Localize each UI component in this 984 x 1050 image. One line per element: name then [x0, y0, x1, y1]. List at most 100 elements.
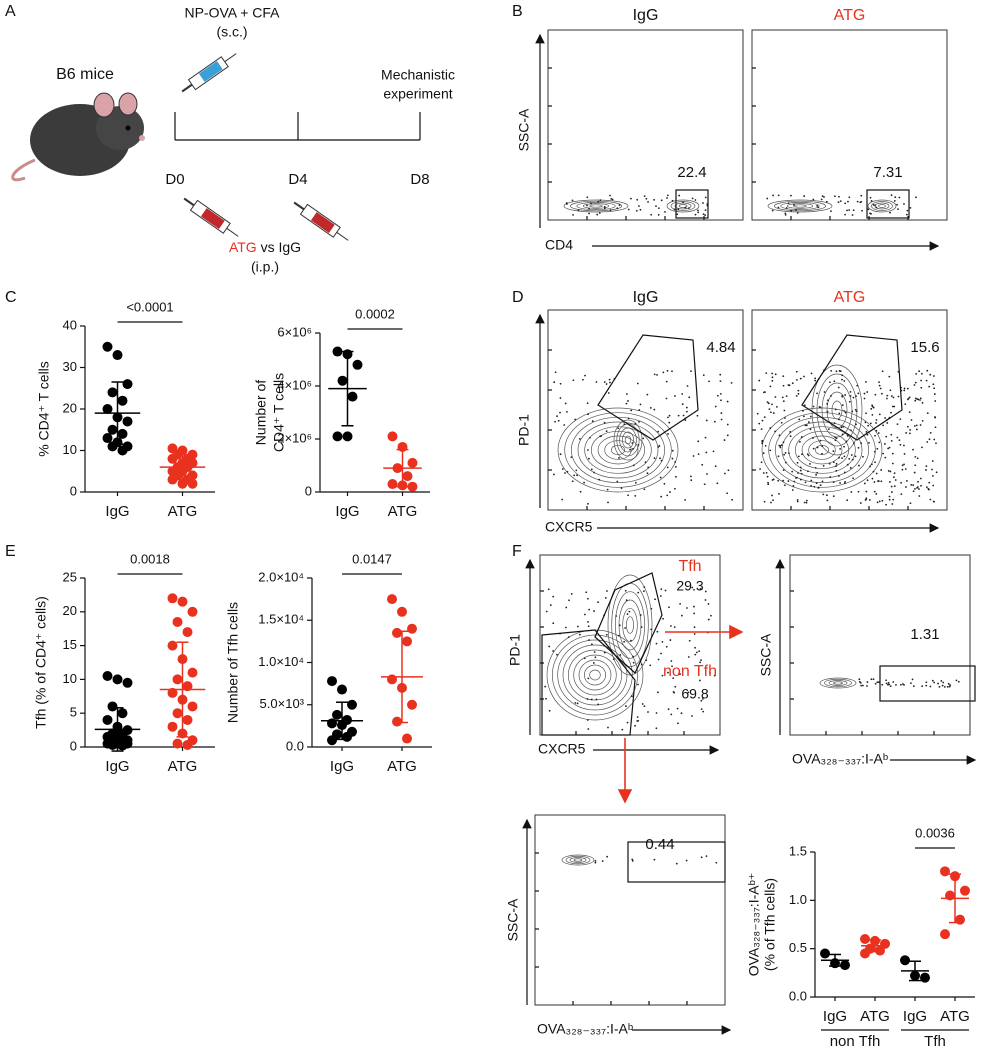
event	[819, 484, 822, 487]
event	[891, 462, 894, 465]
event	[897, 395, 900, 398]
endpoint: Mechanistic	[381, 67, 455, 83]
event	[933, 438, 936, 441]
event	[782, 375, 785, 378]
event	[763, 416, 766, 418]
data-point	[407, 623, 417, 634]
event	[665, 645, 668, 648]
event	[870, 212, 872, 215]
event	[935, 471, 938, 474]
y-tick-label: 0.0	[286, 738, 304, 753]
event	[627, 494, 630, 497]
event	[932, 484, 935, 487]
event	[850, 491, 853, 493]
event	[897, 208, 899, 211]
event	[665, 380, 668, 383]
contour	[794, 430, 850, 470]
event	[874, 204, 876, 207]
event	[720, 399, 722, 402]
event	[909, 502, 912, 505]
contour	[582, 203, 610, 209]
event	[850, 454, 853, 456]
event	[638, 205, 640, 207]
event	[670, 660, 673, 662]
event	[771, 494, 773, 497]
panel-label: C	[5, 289, 17, 306]
data-point	[920, 972, 930, 983]
contour	[597, 435, 639, 465]
event	[796, 500, 799, 503]
event	[694, 646, 696, 649]
event	[769, 385, 772, 388]
event	[771, 376, 774, 379]
plot-frame	[789, 554, 971, 736]
event	[631, 442, 634, 444]
event	[790, 194, 792, 197]
event	[893, 476, 895, 479]
event	[726, 423, 729, 426]
event	[594, 860, 597, 862]
contour	[564, 412, 672, 488]
event	[626, 721, 629, 724]
event	[656, 373, 658, 376]
event	[707, 618, 710, 621]
data-point	[107, 441, 118, 452]
event	[841, 433, 844, 436]
event	[681, 393, 684, 395]
event	[888, 498, 891, 501]
event	[850, 429, 852, 432]
contour	[604, 440, 632, 460]
event	[887, 470, 890, 472]
event	[829, 476, 832, 478]
event	[906, 209, 909, 212]
event	[860, 442, 863, 445]
event	[901, 464, 904, 467]
data-point	[102, 433, 113, 444]
event	[910, 483, 913, 486]
event	[662, 617, 664, 620]
event	[618, 204, 621, 207]
contour	[583, 664, 607, 686]
contour	[613, 419, 643, 461]
event	[869, 465, 872, 468]
event	[590, 202, 592, 205]
event	[557, 419, 560, 422]
gate	[675, 189, 709, 219]
event	[888, 683, 891, 686]
event	[673, 626, 676, 629]
event	[714, 405, 717, 408]
gate-value: 69.8	[681, 686, 708, 702]
event	[866, 433, 869, 436]
event	[934, 400, 937, 402]
event	[875, 493, 878, 495]
contour	[828, 680, 848, 686]
event	[767, 483, 770, 486]
event	[594, 861, 597, 864]
event	[903, 453, 906, 455]
event	[876, 447, 879, 450]
event	[680, 614, 683, 617]
event	[587, 413, 589, 416]
contour	[816, 373, 858, 447]
data-point	[167, 593, 178, 604]
gate	[866, 189, 910, 219]
event	[903, 463, 905, 466]
data-point	[940, 929, 950, 940]
event	[926, 369, 929, 372]
event	[802, 409, 804, 412]
event	[890, 411, 892, 414]
event	[814, 377, 817, 380]
event	[668, 606, 670, 609]
data-point	[167, 721, 178, 732]
event	[693, 633, 696, 635]
event	[566, 410, 568, 413]
event	[863, 392, 866, 395]
event	[815, 482, 818, 485]
y-tick-label: 20	[63, 603, 77, 618]
event	[848, 209, 851, 211]
event	[855, 410, 858, 413]
event	[933, 393, 936, 395]
event	[587, 620, 589, 623]
contour	[622, 431, 634, 449]
event	[832, 481, 835, 484]
